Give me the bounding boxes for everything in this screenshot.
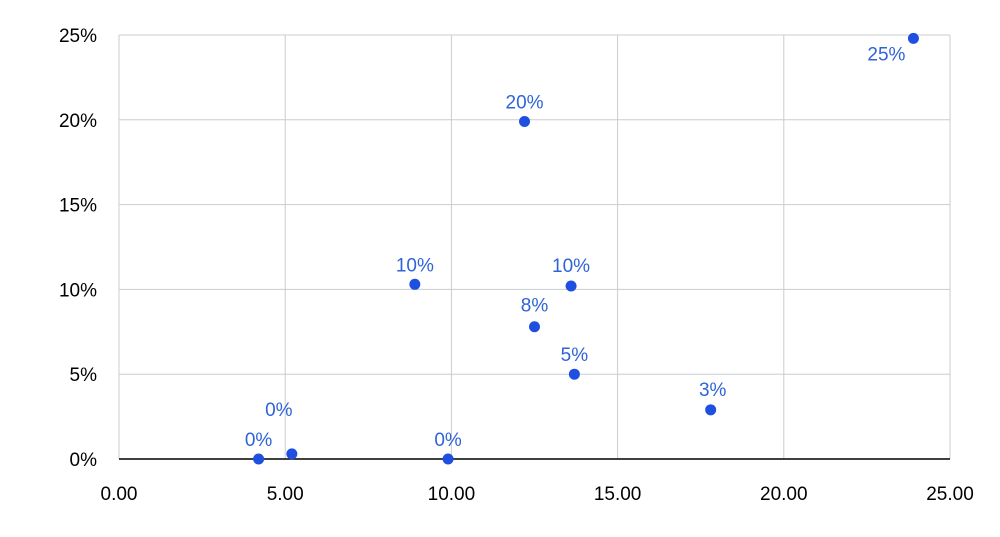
y-tick-labels: 0% 5% 10% 15% 20% 25% (59, 26, 97, 471)
data-point (253, 453, 265, 465)
data-points (253, 32, 919, 465)
plot-area (119, 35, 950, 459)
data-point (565, 280, 577, 292)
data-labels: 0%0%0%10%20%8%10%5%3%25% (245, 44, 906, 451)
x-tick-label: 20.00 (760, 484, 808, 505)
data-label: 25% (867, 44, 905, 65)
data-point (568, 368, 580, 380)
y-tick-label: 20% (59, 111, 97, 132)
y-tick-label: 10% (59, 280, 97, 301)
x-tick-label: 0.00 (101, 484, 138, 505)
data-point (529, 321, 540, 333)
data-label: 8% (521, 296, 549, 317)
x-tick-labels: 0.00 5.00 10.00 15.00 20.00 25.00 (101, 484, 974, 505)
data-point (286, 448, 298, 460)
x-tick-label: 5.00 (267, 484, 304, 505)
data-point (442, 453, 454, 465)
data-point (705, 404, 717, 416)
data-label: 10% (552, 256, 590, 277)
x-tick-label: 10.00 (428, 484, 476, 505)
x-tick-label: 25.00 (926, 484, 974, 505)
x-tick-label: 15.00 (594, 484, 642, 505)
y-tick-label: 5% (70, 365, 98, 386)
data-label: 5% (561, 345, 589, 366)
data-label: 0% (245, 430, 273, 451)
data-label: 10% (396, 255, 434, 276)
data-point (519, 115, 531, 127)
data-label: 0% (434, 430, 462, 451)
data-point (907, 32, 919, 44)
data-label: 3% (699, 380, 727, 401)
gridlines (118, 34, 951, 459)
data-label: 0% (265, 400, 293, 421)
data-point (409, 278, 421, 290)
y-tick-label: 15% (59, 196, 97, 217)
y-tick-label: 25% (59, 26, 97, 47)
y-tick-label: 0% (70, 450, 98, 471)
data-label: 20% (506, 92, 544, 113)
